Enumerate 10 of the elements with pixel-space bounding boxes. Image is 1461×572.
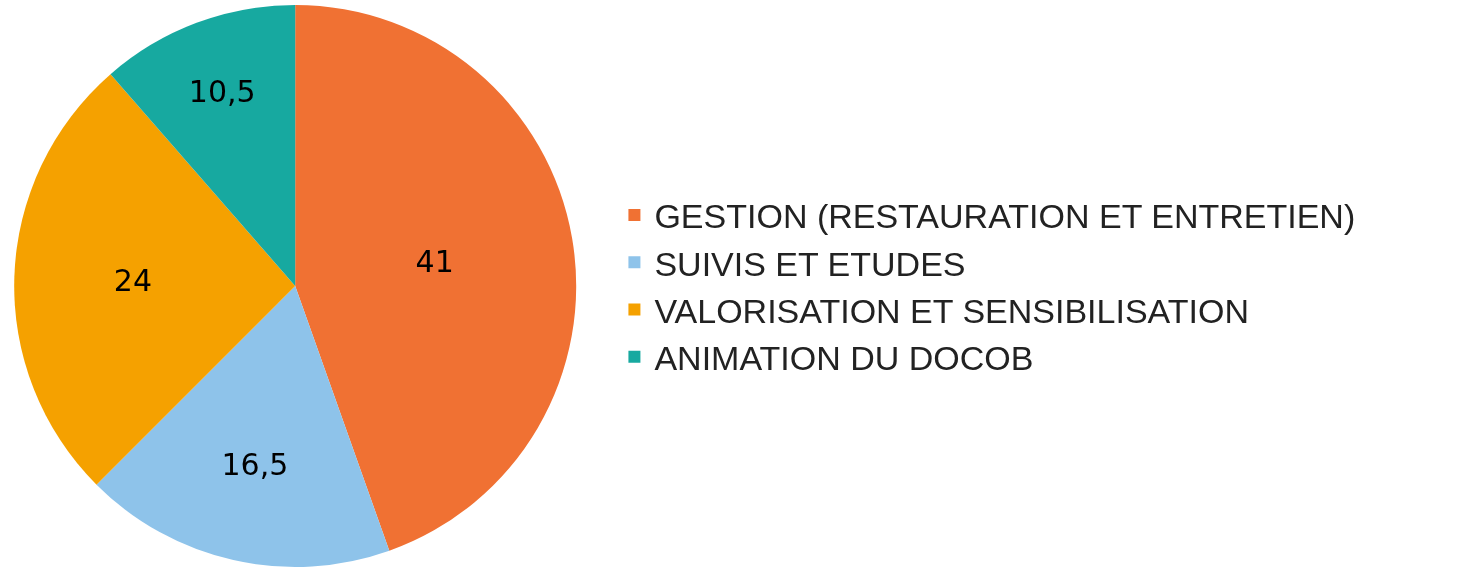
data-label: 41	[415, 244, 454, 280]
pie-slice	[14, 74, 296, 485]
legend-label: SUIVIS ET ETUDES	[654, 244, 966, 283]
legend-label: ANIMATION DU DOCOB	[654, 338, 1034, 377]
data-label: 16,5	[221, 447, 289, 483]
pie-slice	[295, 5, 576, 551]
data-label: 24	[113, 262, 153, 298]
legend-label: VALORISATION ET SENSIBILISATION	[654, 291, 1249, 330]
legend-label: GESTION (RESTAURATION ET ENTRETIEN)	[654, 197, 1356, 236]
data-label: 10,5	[188, 73, 256, 109]
